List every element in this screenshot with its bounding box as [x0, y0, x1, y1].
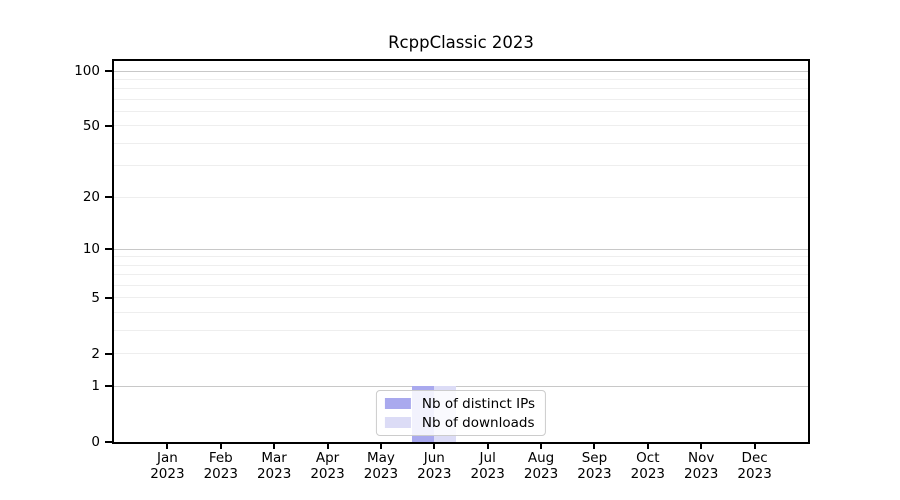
x-tick-nov — [700, 442, 703, 449]
gridline-minor-90 — [114, 78, 808, 80]
x-tick-aug — [540, 442, 543, 449]
x-tick-label-year: 2023 — [523, 466, 559, 482]
y-tick-label-100: 100 — [74, 63, 100, 79]
gridline-minor-5 — [114, 297, 808, 299]
gridline-minor-7 — [114, 274, 808, 276]
x-tick-label-month: Sep — [581, 450, 608, 466]
y-tick-label-50: 50 — [82, 117, 100, 134]
y-tick-10 — [105, 248, 112, 251]
y-tick-label-0: 0 — [91, 434, 100, 450]
gridline-minor-4 — [114, 312, 808, 314]
x-tick-label-year: 2023 — [363, 466, 399, 482]
x-tick-oct — [646, 442, 649, 449]
x-tick-label-jul: Jul 2023 — [456, 450, 520, 482]
x-tick-may — [379, 442, 382, 449]
x-tick-apr — [326, 442, 329, 449]
x-tick-label-may: May 2023 — [349, 450, 413, 482]
x-tick-label-year: 2023 — [417, 466, 452, 482]
x-tick-dec — [753, 442, 756, 449]
y-tick-0 — [105, 441, 112, 443]
gridline-major-100 — [114, 70, 808, 72]
x-tick-jul — [486, 442, 489, 449]
gridline-minor-6 — [114, 285, 808, 287]
legend-entry-distinct-ips: Nb of distinct IPs — [384, 394, 536, 413]
x-tick-label-month: Dec — [741, 450, 768, 466]
x-tick-label-nov: Nov 2023 — [669, 450, 733, 482]
x-tick-label-month: Aug — [527, 450, 555, 466]
x-tick-label-aug: Aug 2023 — [509, 450, 573, 482]
gridline-minor-60 — [114, 111, 808, 113]
x-tick-label-year: 2023 — [630, 466, 666, 482]
x-tick-label-month: Apr — [315, 450, 340, 466]
x-tick-label-month: Jun — [423, 450, 445, 466]
gridline-minor-9 — [114, 256, 808, 258]
y-tick-5 — [105, 296, 112, 299]
plot-area: Nb of distinct IPs Nb of downloads — [112, 59, 810, 444]
x-tick-label-dec: Dec 2023 — [723, 450, 787, 482]
x-tick-label-year: 2023 — [684, 466, 719, 482]
x-tick-label-year: 2023 — [470, 466, 505, 482]
x-tick-label-sep: Sep 2023 — [562, 450, 626, 482]
x-tick-label-month: May — [366, 450, 395, 466]
x-tick-label-year: 2023 — [256, 466, 292, 482]
x-tick-label-year: 2023 — [577, 466, 612, 482]
y-tick-20 — [105, 196, 112, 199]
y-tick-label-10: 10 — [82, 241, 100, 258]
legend-swatch-distinct-ips — [384, 398, 411, 409]
x-tick-label-month: Feb — [208, 450, 233, 466]
chart-title: RcppClassic 2023 — [388, 33, 534, 52]
legend-entry-downloads: Nb of downloads — [384, 413, 535, 432]
x-tick-label-month: Mar — [261, 450, 287, 466]
x-tick-label-year: 2023 — [150, 466, 185, 482]
x-tick-label-mar: Mar 2023 — [242, 450, 306, 482]
x-tick-label-month: Nov — [688, 450, 715, 466]
y-tick-label-1: 1 — [91, 378, 100, 395]
x-tick-label-month: Jan — [156, 450, 178, 466]
x-tick-label-jun: Jun 2023 — [402, 450, 466, 482]
gridline-major-1 — [114, 385, 808, 387]
x-tick-label-month: Jul — [479, 450, 496, 466]
x-tick-jun — [433, 442, 436, 449]
gridline-minor-50 — [114, 125, 808, 127]
legend-label-distinct-ips: Nb of distinct IPs — [421, 395, 536, 412]
gridline-minor-30 — [114, 165, 808, 167]
x-tick-mar — [273, 442, 276, 449]
y-tick-100 — [105, 70, 112, 72]
gridline-minor-40 — [114, 142, 808, 144]
legend-label-downloads: Nb of downloads — [421, 414, 535, 431]
x-tick-label-feb: Feb 2023 — [189, 450, 253, 482]
gridline-minor-2 — [114, 353, 808, 355]
gridline-major-10 — [114, 248, 808, 250]
x-tick-label-year: 2023 — [203, 466, 238, 482]
gridline-minor-20 — [114, 196, 808, 198]
y-tick-label-2: 2 — [91, 345, 100, 362]
y-tick-1 — [105, 385, 112, 388]
x-tick-label-apr: Apr 2023 — [296, 450, 360, 482]
legend-swatch-downloads — [384, 417, 411, 428]
y-tick-label-20: 20 — [82, 189, 100, 206]
y-tick-2 — [105, 352, 112, 355]
x-tick-label-jan: Jan 2023 — [135, 450, 199, 482]
y-tick-50 — [105, 124, 112, 127]
x-tick-label-year: 2023 — [310, 466, 345, 482]
y-tick-label-5: 5 — [91, 289, 100, 306]
x-tick-label-month: Oct — [636, 450, 660, 466]
x-tick-label-year: 2023 — [737, 466, 772, 482]
gridline-minor-80 — [114, 88, 808, 90]
x-tick-jan — [166, 442, 169, 449]
legend: Nb of distinct IPs Nb of downloads — [375, 390, 547, 436]
gridline-minor-70 — [114, 98, 808, 100]
x-tick-sep — [593, 442, 596, 449]
x-tick-label-oct: Oct 2023 — [616, 450, 680, 482]
x-tick-feb — [219, 442, 222, 449]
gridline-minor-3 — [114, 330, 808, 332]
gridline-minor-8 — [114, 264, 808, 266]
